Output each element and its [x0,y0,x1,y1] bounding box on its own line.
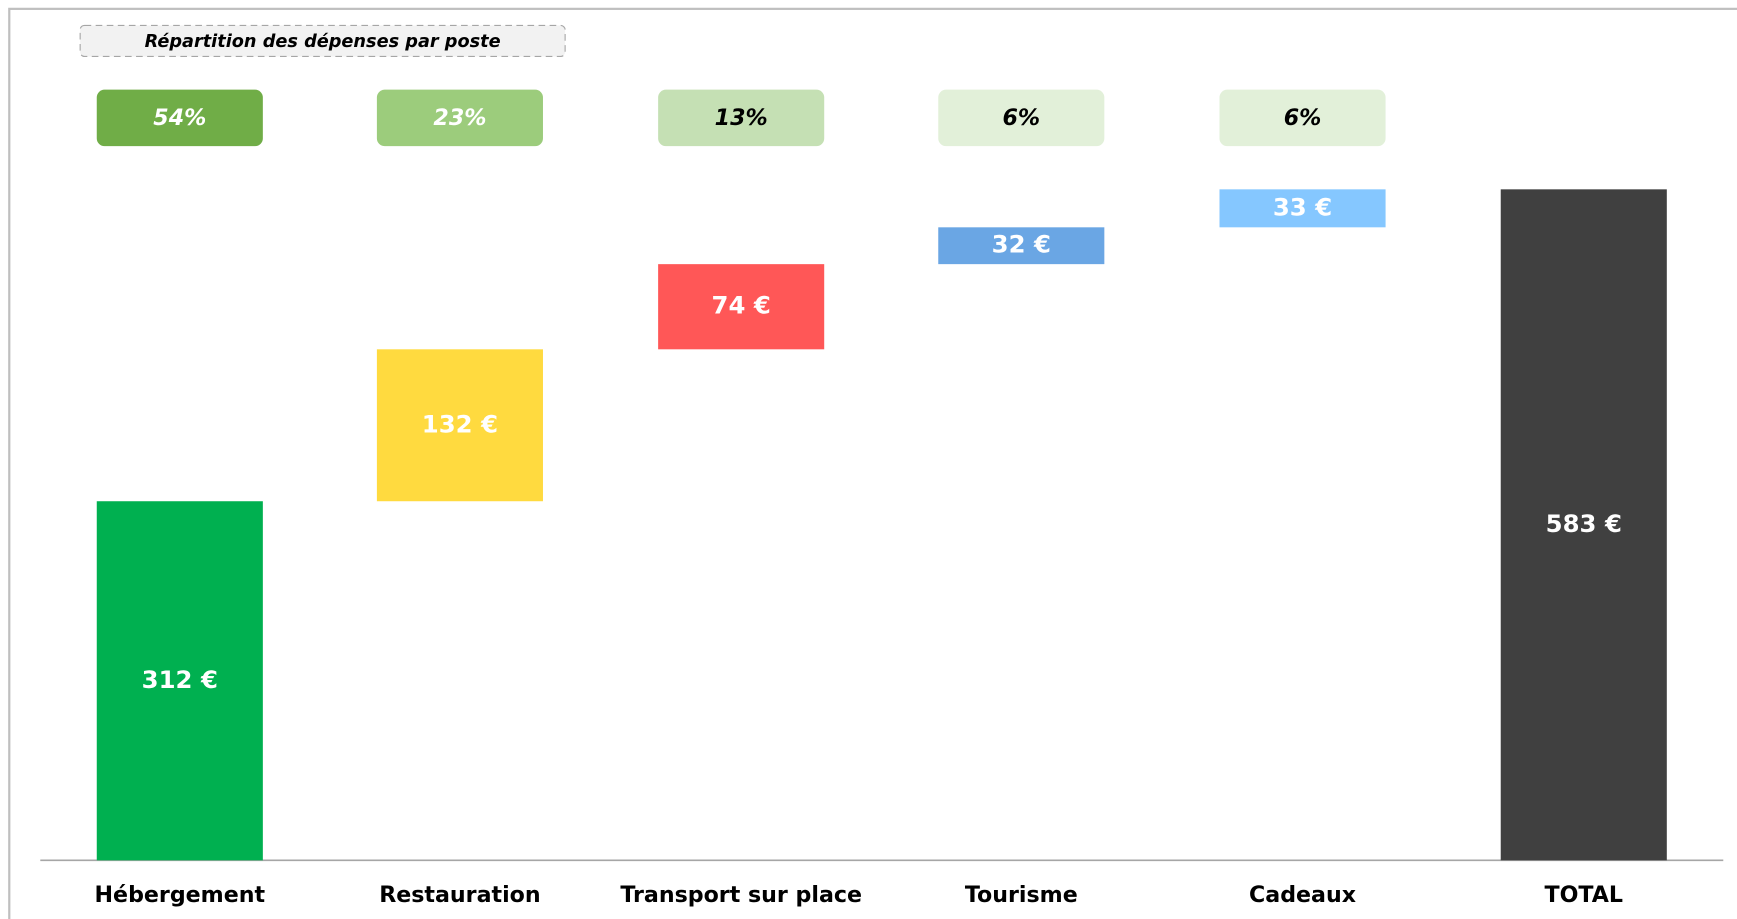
percent-box [1219,89,1386,147]
bar [938,227,1105,265]
value-label: 583 € [1546,509,1622,538]
percent-box [96,89,263,147]
value-label: 312 € [142,665,218,694]
value-label: 33 € [1273,192,1332,221]
value-label: 32 € [992,230,1051,259]
percent-label: 23% [433,105,486,131]
chart-title: Répartition des dépenses par poste [145,32,501,52]
x-tick-label: Restauration [379,882,540,908]
bar [658,264,825,350]
bar [376,349,543,502]
percent-box [658,89,825,147]
x-tick-label: Tourisme [965,882,1078,908]
percent-label: 54% [153,105,206,131]
x-tick-label: TOTAL [1545,882,1624,908]
value-label: 74 € [712,291,771,320]
percent-box [938,89,1105,147]
x-tick-label: Hébergement [95,882,266,908]
frame [8,7,1737,919]
x-tick-label: Transport sur place [620,882,862,908]
title-box [79,24,566,58]
bar [1219,189,1386,228]
x-tick-label: Cadeaux [1249,882,1356,908]
bar [96,501,263,861]
value-label: 132 € [422,409,498,438]
percent-box [376,89,543,147]
percent-label: 13% [715,105,768,131]
bar [1500,189,1667,861]
percent-label: 6% [1284,105,1322,131]
percent-label: 6% [1003,105,1041,131]
